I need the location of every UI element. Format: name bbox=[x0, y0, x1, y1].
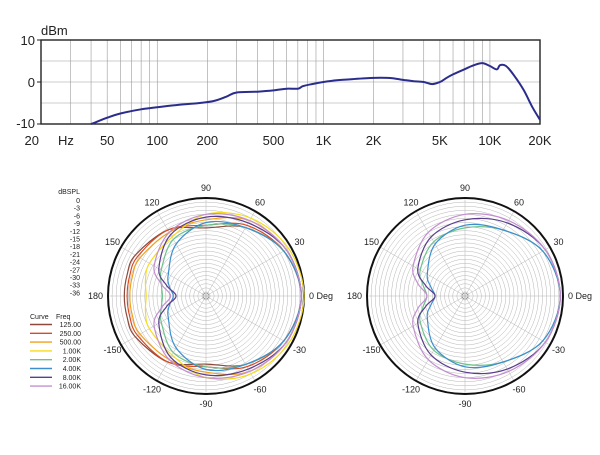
polar-series-line bbox=[126, 222, 302, 370]
response-xtick-label: 1K bbox=[316, 133, 332, 148]
legend: 125.00 250.00 500.001.00K 2.00K 4.00K 8.00K 16… bbox=[30, 322, 81, 391]
polar-spoke bbox=[464, 246, 550, 297]
polar-angle-label: 180 bbox=[347, 291, 362, 301]
response-xtick-label: 200 bbox=[196, 133, 218, 148]
polar-spoke bbox=[380, 246, 466, 297]
response-xtick-label: 50 bbox=[100, 133, 114, 148]
polar-series-line bbox=[167, 220, 302, 372]
legend-header-curve: Curve bbox=[30, 314, 49, 321]
polar-angle-label: -120 bbox=[143, 385, 161, 395]
polar-angle-label: 0 Deg bbox=[309, 291, 333, 301]
legend-label: 4.00K bbox=[63, 366, 82, 373]
polar-plot-right: 0 Deg 30 60 90 120 150 180 -150 -120 -90 -60 -30 bbox=[347, 183, 592, 409]
polar-angle-label: -60 bbox=[253, 385, 266, 395]
polar-angle-label: 60 bbox=[514, 198, 524, 208]
response-plot-frame bbox=[40, 39, 541, 125]
polar-plot-left: 0 Deg 30 60 90 120 150 180 -150 -120 -90 -60 -30 bbox=[88, 183, 333, 409]
polar-spoke bbox=[380, 295, 466, 346]
polar-series-line bbox=[153, 213, 302, 379]
polar-spoke bbox=[156, 295, 207, 381]
polar-rlabel: dBSPL bbox=[58, 189, 80, 196]
polar-spoke bbox=[415, 211, 466, 297]
response-xunit: Hz bbox=[58, 133, 74, 148]
polar-spoke bbox=[464, 295, 515, 381]
polar-angle-label: -60 bbox=[512, 385, 525, 395]
polar-series-line bbox=[144, 212, 305, 380]
polar-rtick-label: -3 bbox=[74, 206, 80, 213]
polar-rtick-label: -21 bbox=[70, 252, 80, 259]
polar-angle-label: 180 bbox=[88, 291, 103, 301]
response-xtick-label: 2K bbox=[366, 133, 382, 148]
polar-angle-label: 60 bbox=[255, 198, 265, 208]
legend-label: 250.00 bbox=[60, 331, 82, 338]
polar-angle-label: -90 bbox=[458, 399, 471, 409]
response-series bbox=[90, 62, 541, 125]
polar-angle-label: 90 bbox=[460, 183, 470, 193]
polar-rtick-label: -15 bbox=[70, 237, 80, 244]
polar-spoke bbox=[464, 211, 515, 297]
response-ytick-label: -10 bbox=[16, 116, 35, 131]
polar-series-line bbox=[417, 217, 561, 375]
legend-label: 1.00K bbox=[63, 348, 82, 355]
legend-label: 2.00K bbox=[63, 357, 82, 364]
polar-series-line bbox=[159, 223, 302, 369]
response-xtick-label: 100 bbox=[146, 133, 168, 148]
polar-series-line bbox=[129, 216, 302, 376]
polar-series-line bbox=[158, 215, 302, 377]
polar-angle-label: 30 bbox=[553, 237, 563, 247]
legend-label: 500.00 bbox=[60, 340, 82, 347]
legend-label: 8.00K bbox=[63, 375, 82, 382]
polar-angle-label: -30 bbox=[293, 345, 306, 355]
polar-angle-label: 150 bbox=[364, 237, 379, 247]
legend-header-freq: Freq bbox=[56, 314, 71, 321]
polar-rtick-labels: 0-3-6-9-12-15-18-21-24-27-30-33-36 bbox=[70, 198, 80, 297]
polar-angle-label: -90 bbox=[199, 399, 212, 409]
polar-angle-label: 90 bbox=[201, 183, 211, 193]
polar-outer-ring bbox=[366, 197, 564, 395]
polar-rtick-label: -36 bbox=[70, 290, 80, 297]
response-ytick-label: 10 bbox=[21, 33, 35, 48]
polar-spoke bbox=[205, 246, 291, 297]
response-xtick-label: 20K bbox=[528, 133, 551, 148]
response-xtick-label: 20 bbox=[25, 133, 39, 148]
polar-angle-label: -150 bbox=[103, 345, 121, 355]
polar-angle-label: 150 bbox=[105, 237, 120, 247]
response-xtick-label: 500 bbox=[263, 133, 285, 148]
polar-rtick-label: -33 bbox=[70, 283, 80, 290]
polar-spoke bbox=[205, 295, 291, 346]
polar-angle-label: 0 Deg bbox=[568, 291, 592, 301]
polar-rtick-label: -9 bbox=[74, 221, 80, 228]
polar-angle-label: 120 bbox=[144, 198, 159, 208]
legend-label: 125.00 bbox=[60, 322, 82, 329]
polar-center-mark bbox=[202, 292, 210, 300]
polar-rtick-label: 0 bbox=[76, 198, 80, 205]
response-series-line bbox=[90, 62, 541, 125]
response-xtick-label: 5K bbox=[432, 133, 448, 148]
polar-angle-label: -120 bbox=[402, 385, 420, 395]
polar-spoke bbox=[415, 295, 466, 381]
response-xtick-label: 10K bbox=[478, 133, 501, 148]
polar-rtick-label: -30 bbox=[70, 275, 80, 282]
polar-angle-label: -150 bbox=[362, 345, 380, 355]
polar-center-mark bbox=[461, 292, 469, 300]
polar-angle-label: -30 bbox=[552, 345, 565, 355]
response-ytick-label: 0 bbox=[28, 75, 35, 90]
response-grid bbox=[37, 39, 540, 125]
polar-rtick-label: -24 bbox=[70, 260, 80, 267]
polar-rtick-label: -18 bbox=[70, 244, 80, 251]
response-ylabel: dBm bbox=[41, 23, 68, 38]
polar-series-line bbox=[123, 225, 302, 367]
polar-spoke bbox=[156, 211, 207, 297]
response-xticks: 20 50 100 200 500 1K 2K 5K 10K 20K bbox=[25, 133, 552, 148]
polar-angle-label: 30 bbox=[294, 237, 304, 247]
polar-rtick-label: -27 bbox=[70, 267, 80, 274]
polar-spoke bbox=[464, 295, 550, 346]
polar-rtick-label: -6 bbox=[74, 213, 80, 220]
legend-label: 16.00K bbox=[59, 384, 82, 391]
polar-rtick-label: -12 bbox=[70, 229, 80, 236]
polar-angle-label: 120 bbox=[403, 198, 418, 208]
polar-series-line bbox=[412, 213, 561, 379]
